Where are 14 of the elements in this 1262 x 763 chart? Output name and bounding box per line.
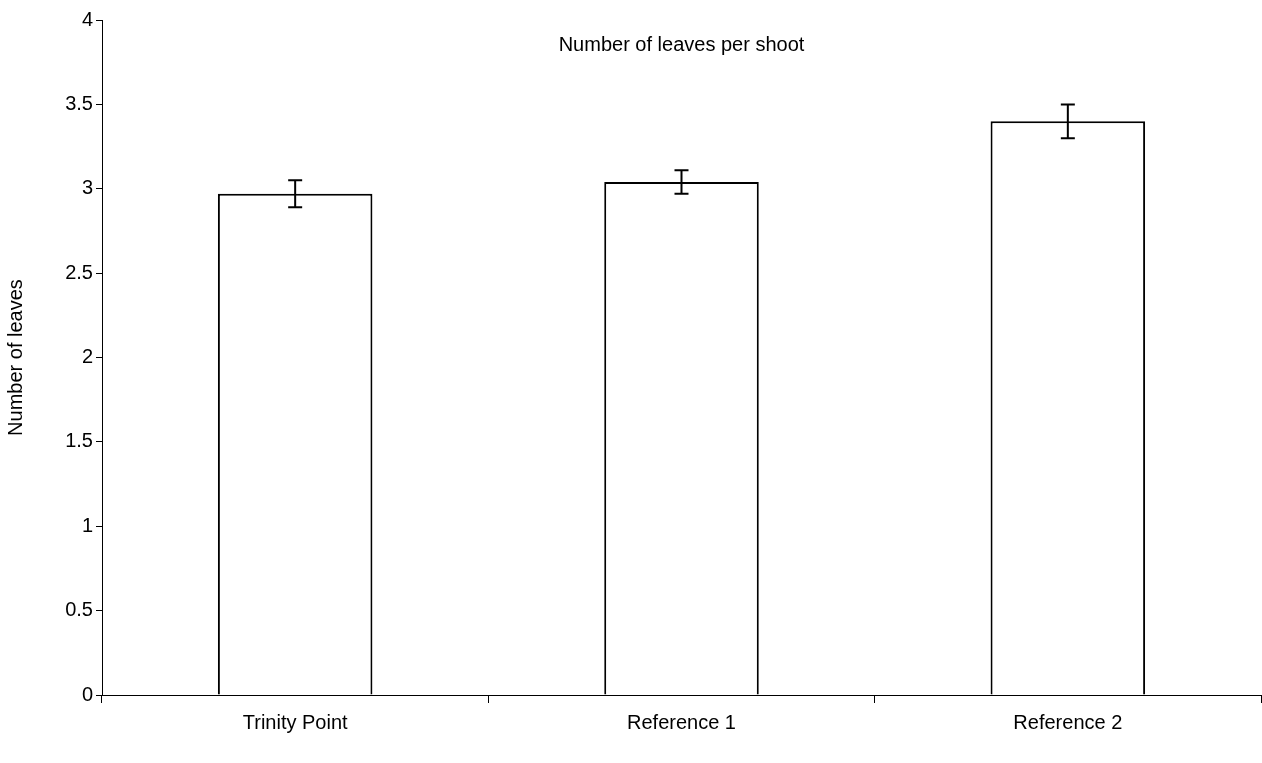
y-tick-label: 3 bbox=[81, 176, 93, 199]
x-tick-label: Reference 1 bbox=[627, 710, 736, 733]
y-tick-label: 1 bbox=[81, 513, 93, 536]
y-tick-label: 0 bbox=[81, 682, 93, 705]
x-tick-label: Reference 2 bbox=[1013, 710, 1123, 733]
y-tick-label: 2 bbox=[81, 345, 93, 368]
y-tick-label: 1.5 bbox=[65, 429, 93, 452]
x-tick-label: Trinity Point bbox=[242, 710, 349, 733]
y-tick-label: 2.5 bbox=[65, 260, 93, 283]
y-tick-label: 0.5 bbox=[65, 598, 93, 621]
y-axis-title: Number of leaves bbox=[3, 279, 26, 436]
text: Number of leaves per shoot bbox=[558, 32, 805, 55]
y-tick-label: 4 bbox=[81, 7, 93, 30]
y-tick-label: 3.5 bbox=[65, 91, 93, 114]
